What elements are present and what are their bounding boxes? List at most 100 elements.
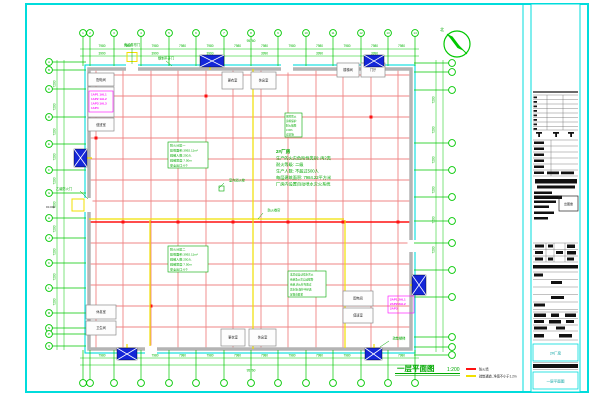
dim-text: 7200: [52, 201, 56, 208]
legend-label: 防火墙: [479, 367, 489, 372]
dim-total: 95760: [247, 369, 256, 373]
grid-bubble: [411, 379, 419, 387]
dim-text: [260, 44, 269, 49]
grid-bubbles-top: [79, 29, 419, 37]
grid-bubble: [384, 379, 392, 387]
axis-label: 4: [140, 31, 142, 35]
fire-shutter-markers: [94, 73, 400, 308]
grid-bubble: [448, 139, 456, 147]
equip-tag: 1AP1 1AL1: [91, 93, 107, 97]
legend-label: 疏散通道, 净宽不小于1.2m: [479, 374, 517, 379]
equip-tag: 2AP3: [390, 307, 398, 311]
room: [336, 62, 360, 78]
dim-text: [343, 353, 351, 358]
axis-label: 3: [113, 31, 115, 35]
grid-bubble: [448, 217, 456, 225]
room: [87, 117, 115, 132]
outer-border: [25, 3, 589, 393]
dim-text: 7200: [432, 126, 436, 133]
axis-label: D: [48, 115, 51, 119]
note-line: 建筑面积:3992.11m²: [170, 252, 198, 257]
axis-label: 2: [89, 31, 91, 35]
steel-column-note: 钢柱防火 涂料保护 耐火极限 3.00h 详结施: [284, 112, 303, 138]
leader-text: 室内消火栓: [229, 178, 246, 183]
wall-gray-band: [87, 67, 413, 351]
dim-text: [206, 353, 214, 358]
dim-text: 7200: [52, 225, 56, 232]
project-name-text: 2#厂房: [550, 350, 562, 355]
equip-tag: 1AP2 1AL2: [91, 97, 107, 101]
dim-text: 7200: [52, 128, 56, 135]
equip-tag: 2AP1 2AL1: [390, 298, 406, 302]
room: [248, 328, 277, 347]
note-box: [287, 270, 327, 298]
note-line: 建筑面积:3992.11m²: [170, 148, 198, 153]
dim-text: [151, 44, 159, 49]
dim-text: 7200: [52, 298, 56, 305]
note-line: 防火分区一: [170, 143, 185, 148]
axis-label: 12: [359, 31, 363, 35]
room-label: 配电间: [353, 296, 363, 301]
note-line: 疏散宽度:7.50m: [170, 158, 192, 163]
perimeter-walls: [83, 63, 417, 355]
note-line: 3.00h: [286, 128, 293, 132]
dim-text: [178, 44, 187, 49]
dim-text: [233, 353, 242, 358]
leader-text: 电动卷帘门: [124, 42, 140, 47]
axis-label: 9: [277, 31, 279, 35]
dim-text: 7200: [432, 216, 436, 223]
grid-bubble: [110, 379, 118, 387]
door-opening: [126, 63, 138, 73]
hydrant-symbol: [218, 185, 225, 192]
axis-labels-left: A B C D E F G H J K L M N P Q: [48, 60, 51, 348]
exterior-stairs: [73, 54, 427, 361]
door-opening: [281, 63, 293, 73]
stair-block: [116, 347, 138, 361]
stair-block: [199, 54, 225, 68]
dim-text: [370, 44, 379, 49]
dim-text: [397, 44, 406, 49]
stair-block: [364, 347, 383, 361]
dimension-chain-lines: [56, 48, 444, 366]
note-line: 足规范要求: [290, 293, 303, 297]
axis-label: A: [48, 60, 50, 64]
dim-text: [233, 44, 242, 49]
grid-bubble: [192, 379, 200, 387]
room-label: 值班室: [353, 313, 363, 318]
leader-text: 防火卷帘: [268, 208, 281, 213]
grid-bubble: [247, 379, 255, 387]
axis-label: H: [48, 216, 50, 220]
axis-label: J: [48, 236, 50, 240]
note-box: [167, 141, 209, 169]
dimension-texts: 7980 3990 7980 95760 95760 7200 7200 720…: [52, 39, 435, 373]
note-line: 涂料保护: [286, 119, 297, 123]
note-line: 耐火极限: [286, 124, 297, 128]
drawing-title-text: 一层平面图: [397, 364, 435, 373]
door-opening: [83, 198, 93, 212]
grid-bubble: [302, 379, 310, 387]
dim-text: 7200: [52, 103, 56, 110]
dim-text: [260, 353, 269, 358]
titleblock-list-bars: [534, 141, 574, 175]
axis-label: 6: [195, 31, 197, 35]
dim-text: [315, 353, 324, 358]
drawing-name-text: 一层平面图: [547, 378, 565, 383]
grid-bubble: [448, 68, 456, 76]
note-line: 详结施: [286, 133, 294, 137]
grid-bubble: [220, 379, 228, 387]
grid-bubble: [448, 239, 456, 247]
dim-text: 7200: [52, 248, 56, 255]
note-line: 厂房内设置自动喷水灭火系统: [276, 181, 330, 188]
dim-text: 3990: [98, 51, 105, 55]
room-labels: 配电间 值班室 更衣室 休息室 楼梯间 门厅 休息室 卫生间 更衣室 休息室 配…: [96, 67, 377, 340]
door-openings: [83, 63, 417, 355]
room-label: 休息室: [259, 78, 269, 83]
room-label: 值班室: [96, 122, 106, 127]
axis-label: 11: [331, 31, 334, 35]
equip-box: [387, 295, 415, 314]
dim-total: 95760: [247, 39, 256, 43]
stair-block: [363, 54, 385, 68]
grid-verticals: [95, 68, 399, 350]
